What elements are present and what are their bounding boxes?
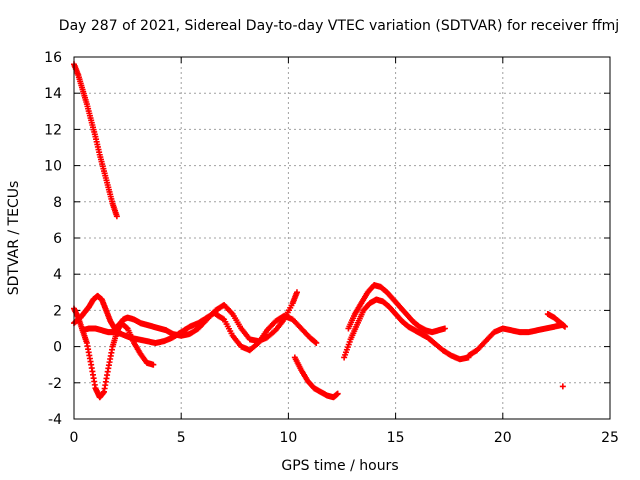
- x-tick-label: 0: [70, 430, 79, 446]
- series-steep-decline: [71, 61, 120, 220]
- plus-marker: [559, 383, 566, 390]
- x-tick-label: 20: [494, 430, 512, 446]
- plus-marker: [334, 390, 341, 397]
- series-tail: [465, 321, 566, 359]
- y-tick-label: -4: [48, 412, 62, 428]
- data-point: [561, 323, 568, 330]
- series-outlier: [559, 383, 566, 390]
- series-tail-upper: [544, 311, 568, 330]
- y-tick-label: 16: [44, 50, 62, 66]
- series-hump-upper: [345, 282, 448, 336]
- plus-marker: [293, 289, 300, 296]
- data-point: [113, 213, 120, 220]
- plus-marker: [441, 325, 448, 332]
- series-hump: [341, 296, 472, 363]
- x-tick-label: 10: [279, 430, 297, 446]
- plot-frame: [73, 56, 611, 420]
- data-points: [71, 61, 568, 401]
- y-tick-label: 10: [44, 159, 62, 175]
- series-arc-b: [71, 305, 157, 401]
- data-point: [334, 390, 341, 397]
- y-tick-label: 12: [44, 122, 62, 138]
- x-tick-label: 25: [601, 430, 619, 446]
- y-tick-label: 4: [53, 267, 62, 283]
- y-tick-label: 14: [44, 86, 62, 102]
- x-axis-label: GPS time / hours: [281, 458, 398, 474]
- y-tick-label: 6: [53, 231, 62, 247]
- data-point: [441, 325, 448, 332]
- data-point: [293, 289, 300, 296]
- series-mid-wave: [212, 311, 320, 354]
- y-tick-label: 0: [53, 340, 62, 356]
- plus-marker: [313, 339, 320, 346]
- series-flat-segment: [79, 309, 219, 346]
- axis-ticks: 0 5 10 15 20 25 -4 -2 0 2 4 6 8 10 12 14 16: [44, 50, 619, 446]
- plus-marker: [561, 323, 568, 330]
- chart-title: Day 287 of 2021, Sidereal Day-to-day VTE…: [59, 18, 619, 34]
- y-tick-label: -2: [48, 376, 62, 392]
- plus-marker: [150, 361, 157, 368]
- plus-marker: [113, 213, 120, 220]
- x-tick-label: 15: [387, 430, 405, 446]
- grid-lines: [74, 57, 610, 419]
- data-point: [559, 383, 566, 390]
- y-tick-label: 2: [53, 303, 62, 319]
- data-point: [313, 339, 320, 346]
- series-dip: [291, 354, 341, 401]
- data-point: [150, 361, 157, 368]
- x-tick-label: 5: [177, 430, 186, 446]
- y-axis-label: SDTVAR / TECUs: [6, 181, 22, 296]
- y-tick-label: 8: [53, 195, 62, 211]
